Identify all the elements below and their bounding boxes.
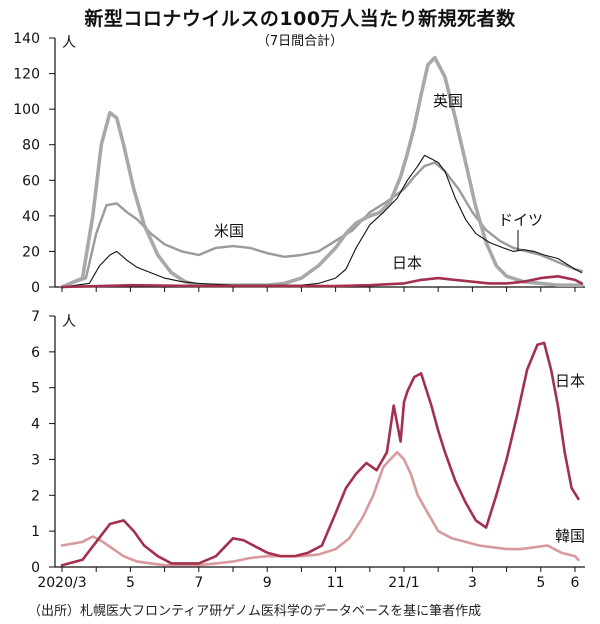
- bottom-y-tick-label: 7: [31, 309, 40, 325]
- bottom-y-tick-label: 1: [31, 524, 40, 540]
- x-tick-label: 6: [571, 575, 580, 591]
- top-panel: 0 20 40 60 80 100 120 140 人 英国 米国 ドイツ 日本: [13, 31, 585, 296]
- top-series-line: [61, 154, 583, 288]
- series-label-korea: 韓国: [555, 527, 585, 545]
- chart-title: 新型コロナウイルスの100万人当たり新規死者数: [84, 8, 516, 30]
- series-label-germany: ドイツ: [498, 211, 543, 229]
- top-series-line: [60, 55, 584, 289]
- top-y-tick-label: 60: [22, 173, 40, 189]
- top-y-tick-label: 0: [31, 280, 40, 296]
- top-panel-y-unit: 人: [62, 35, 76, 51]
- bottom-y-tick-label: 5: [31, 381, 40, 397]
- bottom-y-tick-label: 6: [31, 345, 40, 361]
- bottom-y-tick-label: 0: [31, 560, 40, 576]
- series-label-uk: 英国: [433, 92, 463, 110]
- top-y-tick-label: 20: [22, 244, 40, 260]
- top-y-tick-label: 40: [22, 209, 40, 225]
- bottom-y-tick-label: 4: [31, 417, 40, 433]
- series-label-japan-top: 日本: [392, 254, 422, 272]
- x-tick-label: 5: [126, 575, 135, 591]
- bottom-panel-lines: [60, 341, 580, 567]
- x-tick-label: 9: [263, 575, 272, 591]
- x-tick-label: 2020/3: [37, 575, 86, 591]
- top-y-tick-label: 140: [13, 31, 40, 47]
- source-note: （出所）札幌医大フロンティア研ゲノム医科学のデータベースを基に筆者作成: [28, 604, 482, 619]
- top-series-line: [60, 161, 583, 289]
- x-tick-label: 21/1: [388, 575, 419, 591]
- bottom-panel-y-ticks: 0 1 2 3 4 5 6 7: [31, 309, 55, 576]
- top-y-tick-label: 120: [13, 67, 40, 83]
- x-tick-label: 3: [468, 575, 477, 591]
- top-y-tick-label: 100: [13, 102, 40, 118]
- bottom-series-line: [60, 341, 580, 567]
- series-label-us: 米国: [214, 222, 244, 240]
- bottom-panel: 0 1 2 3 4 5 6 7 人 日本 韓国 2020/3 5 7 9 11 21/1 3 5 6: [31, 287, 585, 591]
- x-tick-label: 5: [536, 575, 545, 591]
- bottom-series-line: [60, 450, 580, 567]
- top-panel-lines: [60, 55, 584, 289]
- x-axis-ticks: 2020/3 5 7 9 11 21/1 3 5 6: [37, 287, 580, 591]
- top-series-line: [60, 274, 584, 289]
- x-tick-label: 7: [194, 575, 203, 591]
- top-y-tick-label: 80: [22, 138, 40, 154]
- chart-subtitle: （7日間合計）: [256, 34, 344, 49]
- bottom-panel-y-unit: 人: [62, 314, 76, 330]
- bottom-y-tick-label: 2: [31, 488, 40, 504]
- top-panel-y-ticks: 0 20 40 60 80 100 120 140: [13, 31, 55, 296]
- x-tick-label: 11: [327, 575, 345, 591]
- series-label-japan-bottom: 日本: [555, 372, 585, 390]
- bottom-y-tick-label: 3: [31, 452, 40, 468]
